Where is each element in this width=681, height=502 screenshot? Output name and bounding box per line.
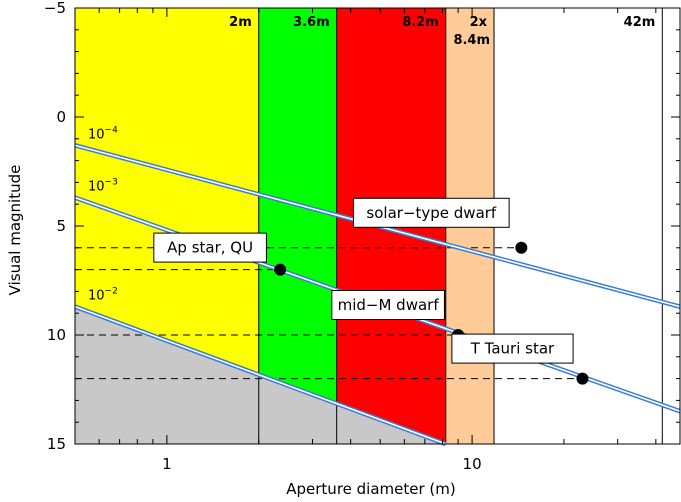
- annotation-box-1: [153, 232, 267, 263]
- annotation-box-2: [331, 290, 445, 320]
- series-line-core-2: [74, 305, 447, 445]
- x-tick-label-1: 10: [463, 455, 482, 473]
- point-1: [274, 263, 287, 276]
- annotation-boxes: solar−type dwarf Ap star, QU mid−M dwarf T …: [153, 197, 574, 364]
- series-label-exponent-1: −3: [105, 178, 118, 188]
- annotation-label-0: solar−type dwarf: [366, 204, 497, 222]
- point-0: [515, 241, 528, 254]
- band-labels: 2m 3.6m 8.2m 2x 8.4m 42m: [229, 15, 655, 48]
- x-axis-label: Aperture diameter (m): [286, 480, 455, 498]
- y-tick-label-4: 15: [47, 435, 66, 453]
- band-label-0: 2m: [229, 15, 252, 30]
- point-3: [576, 372, 589, 385]
- dashed-guides: [75, 247, 583, 380]
- annotation-label-3: T Tauri star: [470, 340, 555, 358]
- y-tick-label-3: 10: [47, 326, 66, 344]
- x-tick-label-0: 1: [162, 455, 172, 473]
- band-label-4: 42m: [624, 15, 656, 30]
- band-label-line2-3: 8.4m: [453, 33, 490, 48]
- band-layer: [75, 8, 663, 444]
- band-label-2: 8.2m: [402, 15, 439, 30]
- band-1: [258, 8, 337, 444]
- y-tick-label-0: −5: [44, 0, 66, 17]
- y-tick-label-2: 5: [56, 217, 66, 235]
- annotation-label-2: mid−M dwarf: [338, 296, 440, 314]
- y-tick-label-1: 0: [56, 108, 66, 126]
- band-4: [494, 8, 663, 444]
- annotation-label-1: Ap star, QU: [167, 239, 253, 257]
- series-label-exponent-2: −2: [105, 287, 118, 297]
- series-label-exponent-0: −4: [105, 125, 119, 135]
- band-label-1: 3.6m: [293, 15, 330, 30]
- y-axis-label: Visual magnitude: [6, 165, 24, 296]
- axes: −5 0 5 10 15 1 10: [44, 0, 681, 473]
- band-label-3: 2x: [470, 15, 488, 30]
- annotation-box-3: [451, 333, 574, 364]
- annotation-box-0: [353, 197, 510, 228]
